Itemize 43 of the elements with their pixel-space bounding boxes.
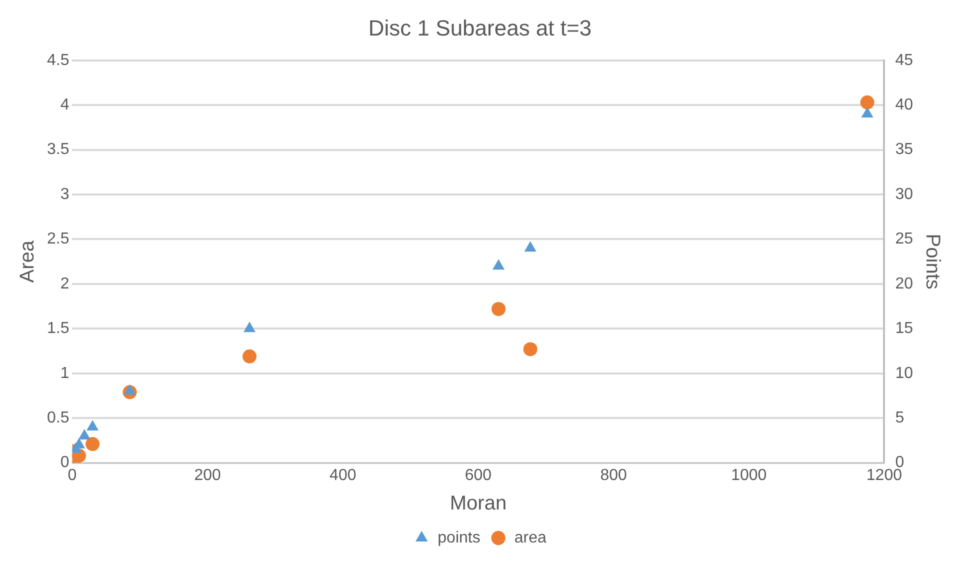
y-tick-label: 0.5: [46, 409, 70, 426]
y-tick-label: 3: [60, 186, 70, 203]
legend-label: points: [438, 529, 480, 546]
point: [524, 241, 536, 252]
y-tick-label: 2.5: [46, 230, 70, 248]
y2-tick-label: 45: [895, 52, 914, 69]
point: [242, 349, 257, 364]
y-tick-label: 1.5: [46, 320, 70, 338]
y2-tick-label: 20: [895, 275, 914, 292]
point: [78, 428, 90, 440]
y2-tick-label: 25: [895, 230, 914, 248]
x-tick-label: 400: [330, 466, 356, 484]
x-tick-label: 1000: [731, 466, 767, 484]
y2-tick-label: 35: [895, 141, 914, 158]
point: [243, 322, 256, 332]
y-tick-label: 0: [60, 454, 70, 472]
point: [492, 259, 505, 270]
x-tick-label: 600: [464, 466, 492, 484]
y2-tick-label: 30: [895, 186, 914, 203]
y2-axis-title: Points: [921, 234, 944, 290]
x-tick-label: 200: [194, 466, 222, 484]
point: [86, 437, 100, 452]
y-tick-label: 4: [60, 96, 70, 114]
x-axis-title: Moran: [450, 492, 507, 515]
y2-tick-label: 40: [895, 96, 914, 114]
point: [860, 95, 874, 110]
y-tick-label: 4.5: [46, 52, 70, 69]
y-axis-title: Area: [16, 240, 39, 283]
y-tick-label: 3.5: [46, 141, 70, 158]
x-tick-label: 800: [600, 466, 627, 484]
y2-tick-label: 10: [895, 364, 914, 382]
y2-tick-label: 15: [895, 320, 914, 338]
point: [86, 420, 99, 431]
point: [523, 342, 538, 356]
chart-title: Disc 1 Subareas at t=3: [368, 15, 592, 40]
x-tick-label: 1200: [866, 466, 902, 484]
legend-label: area: [514, 529, 546, 546]
y-tick-label: 2: [60, 275, 70, 292]
y-tick-label: 1: [60, 364, 70, 382]
point: [124, 384, 136, 395]
point: [492, 302, 506, 316]
y2-tick-label: 5: [895, 409, 904, 426]
point: [861, 107, 874, 118]
